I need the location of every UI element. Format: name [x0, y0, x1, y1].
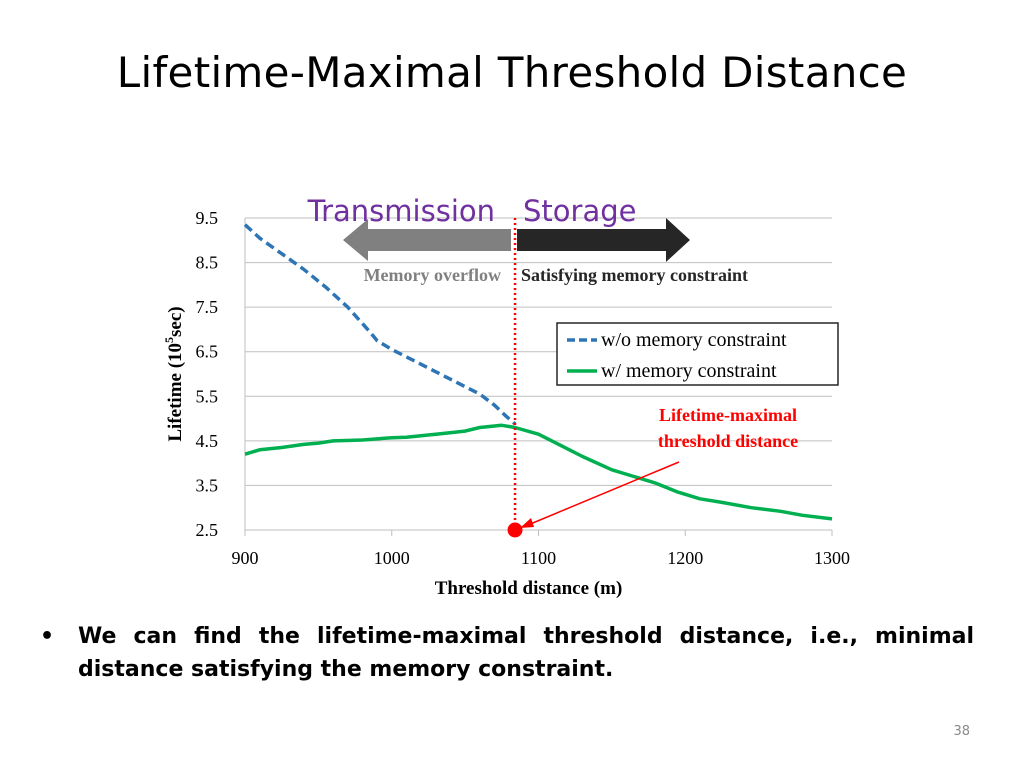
- y-tick-label: 9.5: [196, 208, 219, 228]
- x-axis-title: Threshold distance (m): [435, 578, 623, 599]
- annotation-arrowhead: [520, 518, 534, 528]
- y-tick-label: 8.5: [196, 253, 219, 273]
- legend-box: [556, 322, 839, 386]
- y-tick-label: 2.5: [196, 520, 219, 540]
- bullet-text: We can find the lifetime-maximal thresho…: [78, 624, 974, 682]
- memory-overflow-arrow: [343, 219, 512, 261]
- legend-label-2: w/ memory constraint: [601, 360, 777, 382]
- storage-arrow: [517, 218, 690, 262]
- legend-label-1: w/o memory constraint: [601, 329, 787, 351]
- memory-overflow-label: Memory overflow: [364, 265, 501, 285]
- y-tick-label: 5.5: [196, 386, 219, 406]
- x-tick-label: 1300: [814, 548, 850, 568]
- transmission-label: Transmission: [307, 194, 495, 228]
- x-tick-label: 1100: [521, 548, 556, 568]
- series-line-1: [243, 223, 517, 426]
- satisfying-constraint-label: Satisfying memory constraint: [521, 265, 748, 285]
- x-tick-label: 1200: [667, 548, 703, 568]
- page-number: 38: [953, 724, 970, 739]
- lifetime-chart: 9.5 8.5 7.5 6.5 5.5 4.5 3.5 2.5 900 1000 1100 1200 1…: [162, 194, 850, 599]
- x-tick-label: 900: [232, 548, 259, 568]
- series-line-2: [244, 423, 833, 521]
- storage-label: Storage: [523, 194, 636, 228]
- bullet-marker: •: [40, 624, 55, 649]
- annotation-line-1: Lifetime-maximal: [659, 405, 797, 425]
- slide-title: Lifetime-Maximal Threshold Distance: [116, 48, 908, 97]
- annotation-arrow-line: [527, 461, 680, 526]
- x-tick-label: 1000: [374, 548, 410, 568]
- y-tick-label: 7.5: [196, 297, 219, 317]
- threshold-marker: [507, 522, 523, 538]
- y-axis-title: Lifetime (105sec): [162, 306, 186, 441]
- annotation-line-2: threshold distance: [658, 431, 798, 451]
- y-tick-label: 6.5: [196, 342, 219, 362]
- y-tick-label: 4.5: [196, 431, 219, 451]
- y-tick-label: 3.5: [196, 475, 219, 495]
